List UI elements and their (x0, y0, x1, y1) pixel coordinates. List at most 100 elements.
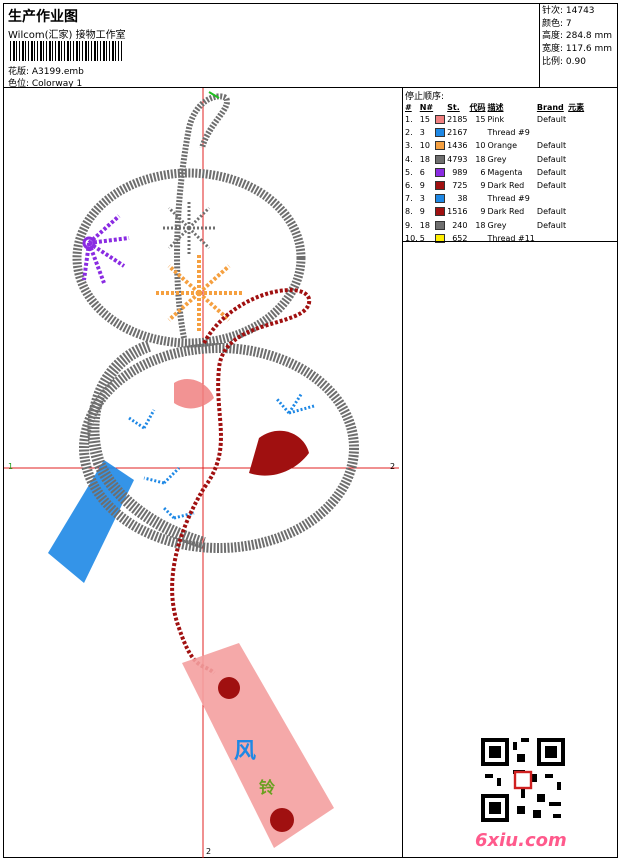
row-brand: Default (536, 115, 567, 125)
marker-bottom: 2 (206, 847, 211, 856)
row-stitches: 989 (452, 167, 468, 177)
thread-color-swatch (435, 220, 446, 230)
embroidery-preview: 1 2 2 (4, 88, 399, 858)
design-width: 宽度: 117.6 mm (542, 44, 613, 55)
row-brand: Default (536, 207, 567, 217)
row-element (567, 166, 585, 179)
row-description: Dark Red (487, 181, 525, 191)
row-element (567, 126, 585, 139)
col-code: 代码 (469, 102, 486, 112)
row-swatch (434, 205, 446, 218)
row-brand (536, 192, 567, 205)
row-description: Thread #9 (487, 128, 530, 138)
site-logo: 6xiu.com (475, 830, 567, 851)
thread-table: # N# St. 代码 描述 Brand 元素 1. 15 2185 15 Pink De… (404, 101, 585, 245)
thread-row: 6. 9 725 9 Dark Red Default (404, 179, 585, 192)
row-index: 4. (405, 154, 413, 164)
tag-calligraphy-2: 铃 (259, 778, 275, 797)
row-swatch (434, 139, 446, 152)
col-element: 元素 (568, 102, 585, 112)
row-description: Grey (487, 154, 507, 164)
row-element (567, 153, 585, 166)
thread-row: 4. 18 4793 18 Grey Default (404, 153, 585, 166)
row-description: Dark Red (487, 207, 525, 217)
thread-color-swatch (435, 207, 446, 217)
stitch-count: 针次: 14743 (542, 6, 595, 16)
thread-row: 8. 9 1516 9 Dark Red Default (404, 205, 585, 218)
thread-color-swatch (435, 181, 446, 191)
row-swatch (434, 166, 446, 179)
row-code (469, 192, 487, 205)
row-index: 6. (405, 181, 413, 191)
start-marker (208, 91, 220, 99)
row-needle: 18 (419, 154, 430, 164)
panel-divider (403, 241, 617, 242)
row-description: Grey (487, 220, 507, 230)
row-element (567, 113, 585, 126)
thread-color-swatch (435, 115, 446, 125)
row-swatch (434, 192, 446, 205)
row-code: 10 (475, 141, 486, 151)
row-swatch (434, 219, 446, 232)
row-index: 2. (405, 128, 413, 138)
row-description: Thread #11 (487, 233, 535, 243)
stop-sequence-title: 停止顺序: (405, 92, 445, 102)
pink-goldfish (174, 378, 214, 409)
thread-table-header: # N# St. 代码 描述 Brand 元素 (404, 101, 585, 113)
row-needle: 15 (419, 115, 430, 125)
tag-calligraphy-1: 风 (234, 739, 256, 764)
row-index: 3. (405, 141, 413, 151)
row-brand (536, 232, 567, 245)
row-code: 6 (480, 167, 486, 177)
row-description: Orange (487, 141, 518, 151)
row-description: Magenta (487, 167, 523, 177)
pink-tag (182, 643, 334, 848)
thread-row: 10. 5 652 Thread #11 (404, 232, 585, 245)
row-code: 9 (480, 207, 486, 217)
thread-color-swatch (435, 167, 446, 177)
row-brand (536, 126, 567, 139)
row-swatch (434, 179, 446, 192)
row-index: 5. (405, 167, 413, 177)
col-index: # (405, 102, 412, 112)
row-index: 1. (405, 115, 413, 125)
design-canvas[interactable]: 1 2 2 (4, 88, 403, 858)
header-panel: 生产作业图 Wilcom(汇家) 接物工作室 花版: A3199.emb 色位:… (4, 4, 540, 89)
row-needle: 3 (419, 194, 425, 204)
red-goldfish (249, 430, 309, 476)
qr-code (481, 738, 565, 822)
row-index: 7. (405, 194, 413, 204)
barcode-image (10, 41, 122, 61)
row-stitches: 652 (452, 233, 468, 243)
pink-tag-flowers (218, 677, 294, 832)
row-element (567, 192, 585, 205)
row-element (567, 219, 585, 232)
row-element (567, 179, 585, 192)
row-stitches: 240 (452, 220, 468, 230)
row-stitches: 725 (452, 181, 468, 191)
studio-name: Wilcom(汇家) 接物工作室 (8, 30, 126, 41)
col-swatch (434, 101, 446, 113)
col-needle: N# (419, 102, 434, 112)
thread-row: 5. 6 989 6 Magenta Default (404, 166, 585, 179)
thread-color-swatch (435, 233, 446, 243)
row-brand: Default (536, 154, 567, 164)
row-element (567, 232, 585, 245)
row-stitches: 2185 (447, 115, 468, 125)
row-brand: Default (536, 181, 567, 191)
row-code: 15 (475, 115, 486, 125)
hanging-cord (170, 288, 312, 675)
col-brand: Brand (536, 102, 564, 112)
upper-gourd-outline (72, 168, 306, 348)
design-scale: 比例: 0.90 (542, 56, 586, 67)
row-index: 9. (405, 220, 413, 230)
row-brand: Default (536, 141, 567, 151)
row-needle: 9 (419, 207, 425, 217)
colorway-label: 色位: Colorway 1 (8, 79, 83, 89)
row-needle: 6 (419, 167, 425, 177)
row-needle: 9 (419, 181, 425, 191)
grey-firework (161, 200, 217, 256)
row-index: 10. (405, 233, 418, 243)
thread-color-swatch (435, 141, 446, 151)
row-stitches: 1436 (447, 141, 468, 151)
